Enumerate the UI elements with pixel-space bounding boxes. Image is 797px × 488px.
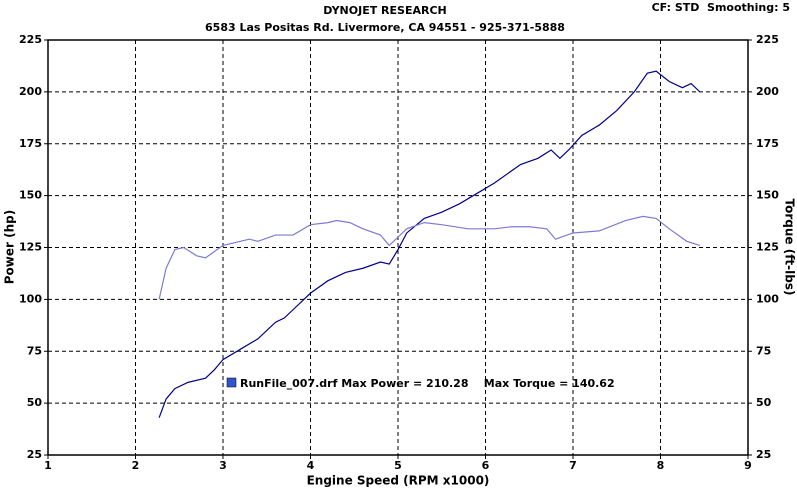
y-tick-label: 125: [19, 241, 42, 254]
y2-tick-label: 125: [756, 241, 779, 254]
y2-tick-label: 175: [756, 137, 779, 150]
y-tick-label: 75: [27, 344, 42, 357]
y2-tick-label: 225: [756, 33, 779, 46]
y-tick-label: 200: [19, 85, 42, 98]
y2-tick-label: 75: [756, 344, 771, 357]
legend-icon: [226, 377, 237, 388]
x-tick-label: 7: [569, 459, 577, 472]
y-tick-label: 50: [27, 396, 43, 409]
x-tick-label: 3: [219, 459, 227, 472]
x-axis-label: Engine Speed (RPM x1000): [307, 474, 490, 488]
x-tick-label: 5: [394, 459, 402, 472]
y-tick-label: 25: [27, 448, 42, 461]
y-tick-label: 175: [19, 137, 42, 150]
x-tick-label: 6: [482, 459, 490, 472]
series-line: [158, 70, 701, 418]
y-tick-label: 225: [19, 33, 42, 46]
y2-tick-label: 50: [756, 396, 772, 409]
corner-note: CF: STD Smoothing: 5: [652, 1, 790, 14]
chart-subtitle: 6583 Las Positas Rd. Livermore, CA 94551…: [205, 21, 565, 34]
y-tick-label: 150: [19, 189, 42, 202]
chart-title: DYNOJET RESEARCH: [323, 4, 446, 17]
x-tick-label: 2: [132, 459, 140, 472]
annotation: RunFile_007.drf Max Power = 210.28 Max T…: [240, 377, 615, 390]
y2-tick-label: 150: [756, 189, 779, 202]
y2-tick-label: 200: [756, 85, 779, 98]
y-axis-label: Power (hp): [3, 210, 17, 284]
y-tick-label: 100: [19, 292, 42, 305]
series-line: [158, 215, 701, 300]
x-tick-label: 8: [657, 459, 665, 472]
y2-axis-label: Torque (ft-lbs): [783, 199, 797, 296]
x-tick-label: 1: [44, 459, 52, 472]
x-tick-label: 9: [744, 459, 752, 472]
x-tick-label: 4: [307, 459, 315, 472]
y2-tick-label: 100: [756, 292, 779, 305]
y2-tick-label: 25: [756, 448, 771, 461]
